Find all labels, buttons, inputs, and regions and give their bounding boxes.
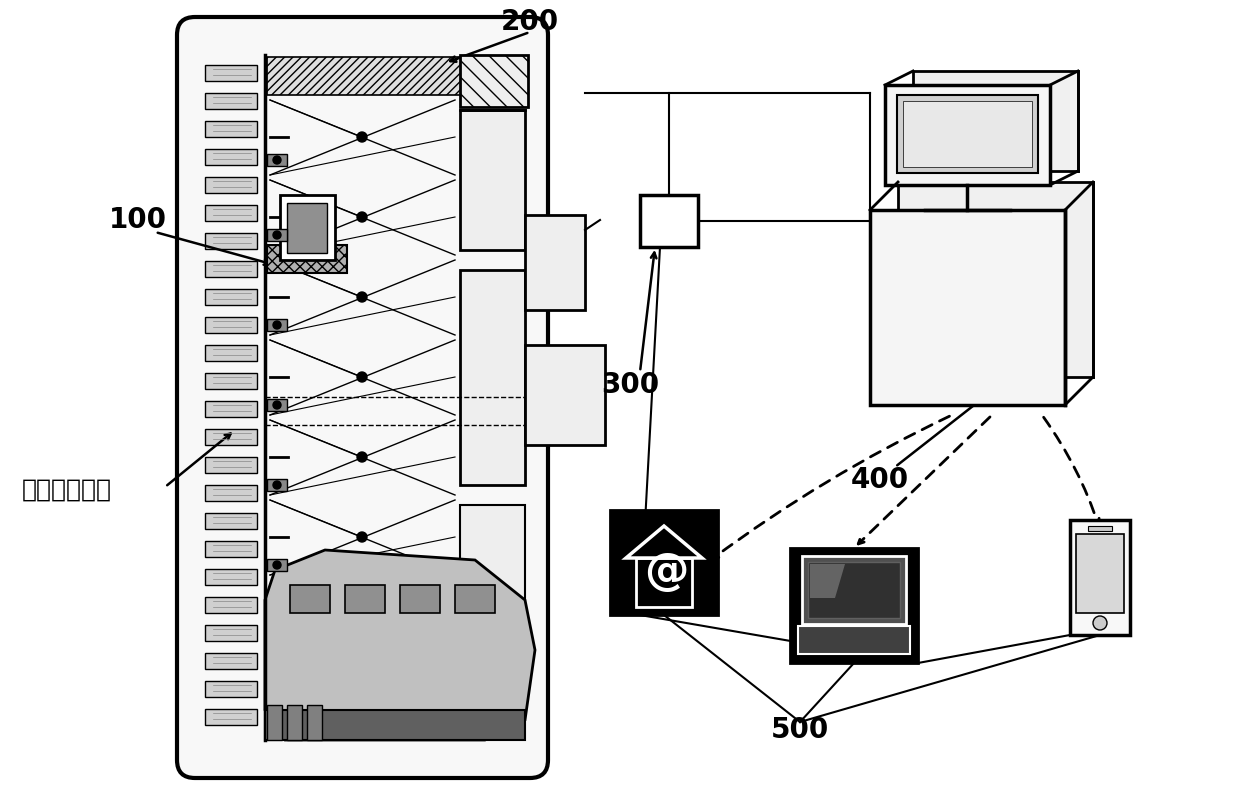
Bar — [460, 55, 528, 107]
Bar — [266, 57, 497, 95]
Bar — [266, 479, 287, 491]
Bar — [290, 585, 330, 613]
Bar — [1088, 526, 1111, 531]
Circle shape — [273, 401, 281, 409]
Bar — [808, 562, 900, 618]
Text: 无线传感信号: 无线传感信号 — [22, 478, 112, 502]
Text: 200: 200 — [501, 8, 559, 36]
Bar — [204, 625, 256, 641]
Bar — [1070, 520, 1130, 635]
Circle shape — [357, 452, 367, 462]
Bar — [636, 558, 693, 607]
Bar — [897, 95, 1038, 173]
Bar — [525, 215, 585, 310]
Bar — [455, 585, 496, 613]
Circle shape — [357, 372, 367, 382]
Bar — [204, 317, 256, 333]
Circle shape — [273, 561, 281, 569]
Bar — [610, 510, 717, 615]
Bar — [204, 401, 256, 417]
Bar — [204, 681, 256, 697]
Bar — [204, 289, 256, 305]
Polygon shape — [265, 550, 535, 740]
Bar — [265, 710, 525, 740]
Bar — [400, 585, 440, 613]
Bar — [204, 373, 256, 389]
Bar — [307, 705, 322, 740]
Bar — [204, 541, 256, 557]
Bar — [204, 205, 256, 221]
Bar — [204, 653, 256, 669]
Bar — [280, 195, 335, 260]
Bar — [798, 626, 909, 654]
Text: 500: 500 — [771, 716, 829, 744]
Bar — [204, 485, 256, 501]
Bar — [204, 569, 256, 585]
Text: @: @ — [644, 551, 688, 593]
Bar — [460, 55, 528, 107]
Bar — [913, 71, 1078, 171]
Circle shape — [357, 532, 367, 542]
Bar — [204, 93, 256, 109]
Bar — [287, 705, 302, 740]
Bar — [204, 457, 256, 473]
Circle shape — [273, 156, 281, 164]
Bar — [204, 121, 256, 137]
Bar — [870, 210, 1066, 405]
Circle shape — [357, 212, 367, 222]
Bar — [802, 556, 906, 624]
Bar — [204, 513, 256, 529]
Bar — [903, 101, 1032, 167]
Bar — [898, 182, 1093, 377]
Bar — [885, 85, 1049, 185]
Bar — [204, 345, 256, 361]
Bar — [790, 548, 918, 663]
Bar — [266, 319, 287, 331]
FancyBboxPatch shape — [177, 17, 548, 778]
Bar — [266, 154, 287, 166]
Text: 300: 300 — [601, 371, 659, 399]
Circle shape — [357, 292, 367, 302]
Bar — [204, 177, 256, 193]
Bar — [266, 245, 347, 273]
Bar — [287, 203, 327, 253]
Bar — [1075, 534, 1124, 613]
Bar — [204, 149, 256, 165]
Bar — [460, 110, 525, 250]
Circle shape — [273, 321, 281, 329]
Bar — [266, 229, 287, 241]
Bar — [525, 345, 605, 445]
Bar — [460, 505, 525, 620]
Bar — [204, 65, 256, 81]
Bar — [344, 585, 385, 613]
Bar — [266, 559, 287, 571]
Text: 100: 100 — [109, 206, 167, 234]
Bar — [204, 233, 256, 249]
Bar — [460, 270, 525, 485]
Circle shape — [357, 132, 367, 142]
Text: 400: 400 — [851, 466, 909, 494]
Polygon shape — [810, 564, 845, 598]
Bar — [266, 399, 287, 411]
Circle shape — [273, 231, 281, 239]
Circle shape — [1093, 616, 1106, 630]
Circle shape — [273, 481, 281, 489]
Bar — [204, 261, 256, 277]
Bar — [204, 709, 256, 725]
Bar — [204, 597, 256, 613]
Bar — [266, 705, 282, 740]
Bar — [641, 195, 698, 247]
Bar — [204, 429, 256, 445]
